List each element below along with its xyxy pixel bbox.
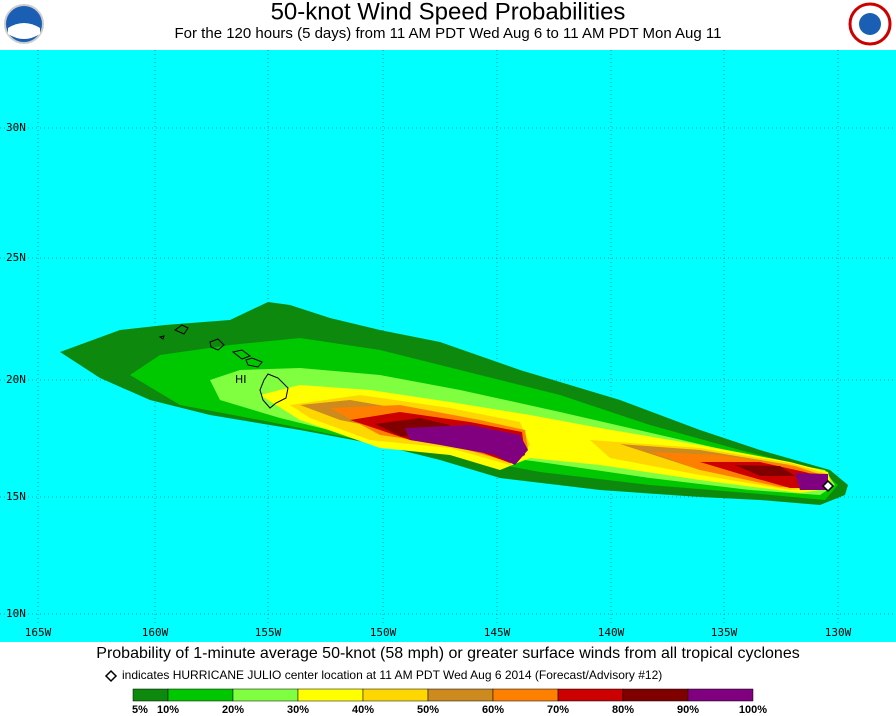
band-90 — [405, 425, 828, 490]
legend-swatch — [492, 688, 559, 702]
legend-swatch — [297, 688, 364, 702]
island — [158, 335, 165, 340]
legend-swatch — [132, 688, 169, 702]
latitude-label: 30N — [6, 121, 26, 134]
legend-label: 70% — [547, 704, 569, 716]
longitude-label: 155W — [255, 626, 282, 639]
legend-label: 60% — [482, 704, 504, 716]
noaa-logo-wave — [8, 23, 40, 39]
legend-swatch — [362, 688, 429, 702]
note: indicates HURRICANE JULIO center locatio… — [122, 668, 662, 682]
legend-swatch — [622, 688, 689, 702]
probability-swath — [60, 302, 848, 505]
legend-swatch — [167, 688, 234, 702]
legend-label: 10% — [157, 704, 179, 716]
latitude-label: 20N — [6, 373, 26, 386]
title: 50-knot Wind Speed Probabilities — [271, 0, 626, 25]
axis-labels: 30N 25N 20N 15N 10N 165W 160W 155W 150W 145W 140W 1… — [6, 121, 852, 639]
legend-label: 80% — [612, 704, 634, 716]
legend-label: 50% — [417, 704, 439, 716]
island — [231, 349, 252, 360]
longitude-label: 130W — [825, 626, 852, 639]
subtitle: For the 120 hours (5 days) from 11 AM PD… — [175, 25, 722, 42]
legend-swatch — [427, 688, 494, 702]
legend: 5% 10% 20% 30% 40% 50% 60% 70% 80% 90% 100% — [132, 688, 767, 716]
nws-logo-center — [859, 13, 881, 35]
latitude-label: 25N — [6, 251, 26, 264]
island — [245, 357, 263, 368]
legend-label: 30% — [287, 704, 309, 716]
caption: Probability of 1-minute average 50-knot … — [96, 645, 799, 662]
legend-swatch — [557, 688, 624, 702]
longitude-label: 145W — [484, 626, 511, 639]
storm-center — [821, 479, 835, 493]
longitude-label: 135W — [711, 626, 738, 639]
latitude-label: 10N — [6, 607, 26, 620]
longitude-label: 165W — [25, 626, 52, 639]
legend-label: 20% — [222, 704, 244, 716]
legend-swatch — [687, 688, 754, 702]
island — [209, 338, 225, 351]
island — [259, 373, 289, 409]
island — [173, 324, 189, 335]
legend-label: 5% — [132, 704, 148, 716]
legend-label: 100% — [739, 704, 767, 716]
longitude-label: 150W — [370, 626, 397, 639]
longitude-label: 140W — [598, 626, 625, 639]
band-80 — [375, 418, 795, 476]
hawaii-islands — [158, 324, 289, 409]
place-label: HI — [235, 373, 247, 386]
legend-label: 40% — [352, 704, 374, 716]
longitude-label: 160W — [142, 626, 169, 639]
legend-swatch — [232, 688, 299, 702]
latitude-label: 15N — [6, 490, 26, 503]
note-diamond — [104, 669, 118, 683]
legend-label: 90% — [677, 704, 699, 716]
